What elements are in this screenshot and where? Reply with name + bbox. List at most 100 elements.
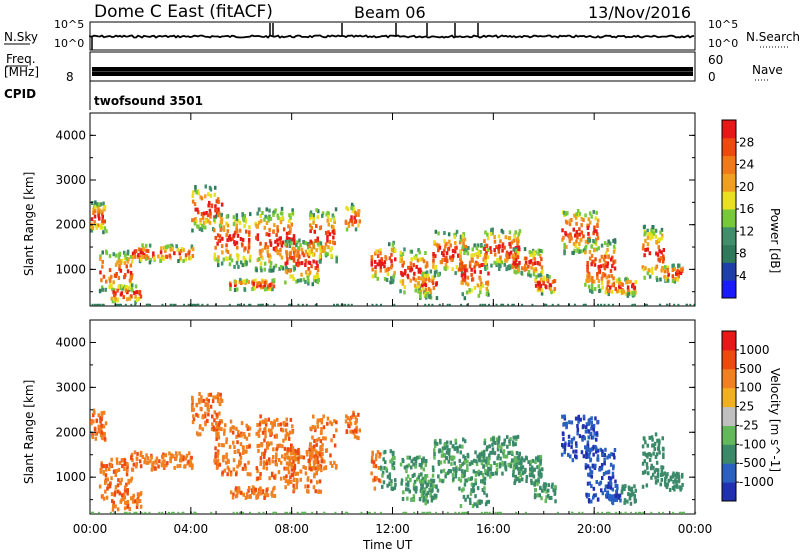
- data-cell: [261, 248, 264, 253]
- data-cell: [424, 264, 428, 269]
- data-cell: [268, 253, 271, 258]
- data-cell: [600, 243, 604, 248]
- data-cell: [672, 511, 675, 514]
- data-cell: [648, 435, 651, 440]
- data-cell: [108, 276, 111, 281]
- data-cell: [442, 253, 445, 258]
- data-cell: [621, 484, 625, 489]
- data-cell: [519, 473, 522, 478]
- data-cell: [482, 464, 486, 469]
- data-cell: [372, 478, 375, 483]
- data-cell: [499, 456, 502, 461]
- data-cell: [315, 224, 318, 229]
- data-cell: [602, 263, 605, 268]
- colorbar-tick-label: 4: [739, 269, 747, 283]
- data-cell: [464, 281, 468, 286]
- data-cell: [248, 432, 251, 437]
- data-cell: [308, 462, 311, 467]
- data-cell: [121, 286, 124, 291]
- data-cell: [321, 447, 324, 452]
- data-cell: [512, 253, 515, 258]
- data-cell: [168, 511, 170, 514]
- data-cell: [481, 488, 485, 492]
- data-cell: [578, 227, 581, 232]
- data-cell: [274, 208, 277, 213]
- data-cell: [317, 277, 320, 282]
- data-cell: [125, 256, 129, 261]
- data-cell: [458, 267, 461, 272]
- data-cell: [595, 229, 598, 234]
- data-cell: [220, 427, 223, 432]
- data-cell: [645, 303, 648, 306]
- data-cell: [501, 248, 504, 253]
- data-cell: [279, 476, 283, 481]
- data-cell: [310, 247, 313, 252]
- data-cell: [94, 200, 97, 205]
- data-cell: [481, 472, 485, 477]
- data-cell: [123, 275, 126, 280]
- data-cell: [457, 477, 461, 482]
- data-cell: [499, 511, 502, 514]
- data-cell: [652, 465, 655, 470]
- data-cell: [607, 475, 611, 480]
- data-cell: [214, 446, 217, 451]
- data-cell: [97, 213, 100, 218]
- data-cell: [291, 424, 294, 429]
- data-cell: [582, 424, 585, 429]
- data-cell: [252, 281, 256, 286]
- data-cell: [283, 466, 286, 471]
- data-cell: [590, 426, 593, 431]
- data-cell: [581, 511, 584, 514]
- data-cell: [289, 216, 292, 221]
- data-cell: [414, 278, 417, 283]
- data-cell: [452, 476, 455, 481]
- data-cell: [618, 277, 621, 282]
- data-cell: [383, 264, 386, 269]
- data-cell: [244, 449, 247, 454]
- data-cell: [563, 251, 566, 256]
- nsky-label: N.Sky: [4, 30, 39, 44]
- data-cell: [464, 244, 467, 249]
- data-cell: [620, 489, 624, 494]
- data-cell: [209, 187, 213, 192]
- data-cell: [570, 438, 574, 442]
- data-cell: [249, 303, 252, 306]
- colorbar-frame: [721, 330, 737, 502]
- data-cell: [201, 303, 204, 306]
- data-cell: [284, 479, 288, 484]
- data-cell: [154, 459, 158, 464]
- data-cell: [271, 473, 274, 478]
- data-cell: [597, 264, 600, 269]
- data-cell: [403, 465, 407, 470]
- data-cell: [434, 265, 438, 269]
- data-cell: [382, 480, 386, 485]
- data-cell: [293, 266, 297, 271]
- data-cell: [405, 487, 408, 492]
- data-cell: [531, 470, 534, 475]
- data-cell: [194, 511, 197, 514]
- data-cell: [260, 443, 263, 448]
- data-cell: [306, 273, 309, 278]
- x-tick-label: 08:00: [274, 522, 309, 536]
- data-cell: [592, 423, 596, 428]
- data-cell: [248, 237, 251, 242]
- data-cell: [590, 244, 593, 249]
- data-cell: [677, 274, 680, 279]
- data-cell: [661, 446, 665, 451]
- data-cell: [432, 252, 435, 256]
- data-cell: [348, 417, 352, 422]
- data-cell: [168, 451, 171, 456]
- data-cell: [568, 222, 572, 227]
- data-cell: [440, 453, 444, 458]
- data-cell: [462, 487, 465, 492]
- data-cell: [483, 247, 486, 251]
- data-cell: [459, 478, 463, 483]
- data-cell: [292, 477, 296, 482]
- data-cell: [97, 210, 100, 215]
- data-cell: [246, 492, 249, 497]
- data-cell: [646, 271, 649, 276]
- data-cell: [424, 288, 428, 293]
- data-cell: [215, 420, 218, 425]
- data-cell: [594, 257, 597, 262]
- data-cell: [421, 458, 424, 463]
